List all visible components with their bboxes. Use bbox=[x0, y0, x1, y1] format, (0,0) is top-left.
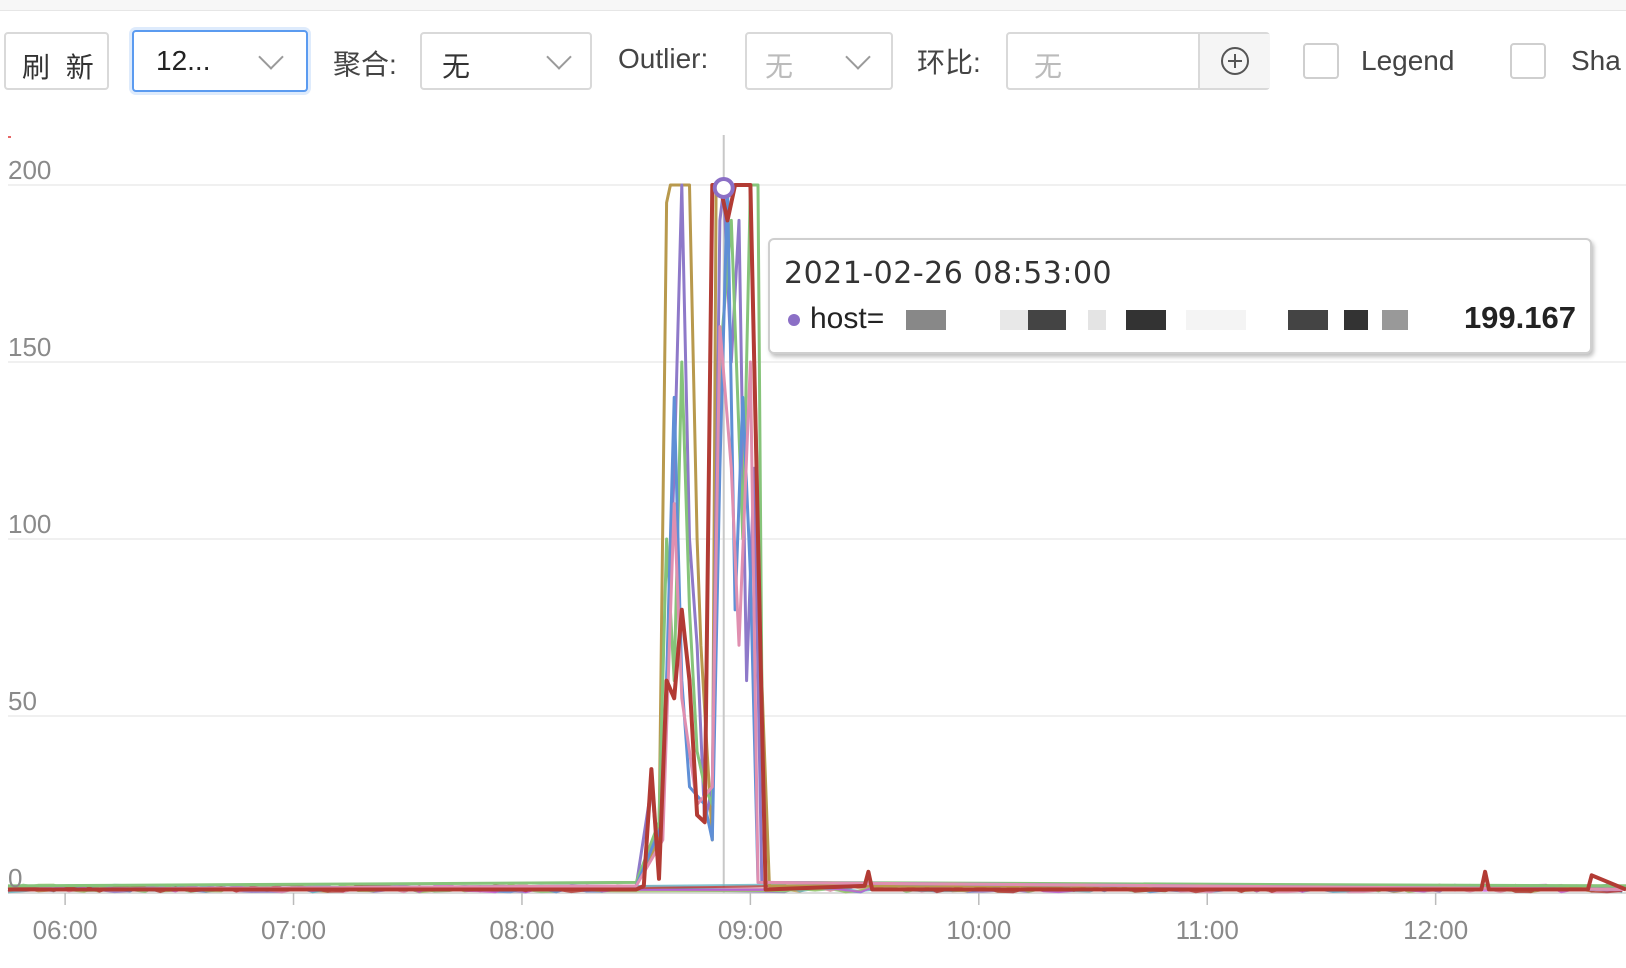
aggregate-value: 无 bbox=[442, 51, 471, 82]
legend-checkbox[interactable] bbox=[1303, 43, 1339, 79]
chart-series bbox=[7, 183, 1626, 894]
redacted-block bbox=[1028, 310, 1066, 330]
outlier-label: Outlier: bbox=[618, 43, 709, 74]
redacted-block bbox=[1126, 310, 1166, 330]
series-line-5 bbox=[8, 183, 1626, 892]
time-range-select[interactable]: 12... bbox=[132, 30, 308, 92]
tooltip-series-key: host= bbox=[810, 302, 885, 335]
x-tick-label: 07:00 bbox=[261, 915, 326, 945]
add-compare-button[interactable] bbox=[1198, 34, 1270, 88]
x-tick-label: 10:00 bbox=[946, 915, 1011, 945]
x-tick-label: 09:00 bbox=[718, 915, 783, 945]
chart-grid bbox=[8, 135, 1626, 894]
x-tick-label: 08:00 bbox=[489, 915, 554, 945]
y-tick-label: 50 bbox=[8, 686, 37, 716]
redacted-block bbox=[1288, 310, 1328, 330]
window-top-border bbox=[0, 0, 1626, 11]
redacted-block bbox=[1344, 310, 1368, 330]
y-tick-label: 0 bbox=[8, 863, 22, 893]
hover-point bbox=[712, 176, 735, 199]
tooltip-series-dot bbox=[788, 314, 800, 326]
x-tick-label: 11:00 bbox=[1176, 915, 1239, 945]
aggregate-label: 聚合: bbox=[333, 49, 397, 80]
share-checkbox[interactable] bbox=[1510, 43, 1546, 79]
redacted-block bbox=[1186, 310, 1246, 330]
redacted-block bbox=[906, 310, 946, 330]
redacted-block bbox=[1000, 310, 1030, 330]
time-range-value: 12... bbox=[156, 45, 211, 76]
redacted-block bbox=[1088, 310, 1106, 330]
chart-ticks: 200 150 100 50 0 06:00 07:00 08:00 09:00 10:00 11:… bbox=[8, 155, 1468, 945]
legend-label: Legend bbox=[1361, 45, 1455, 76]
x-tick-label: 06:00 bbox=[33, 915, 98, 945]
outlier-select[interactable]: 无 bbox=[745, 32, 893, 90]
outlier-value: 无 bbox=[765, 51, 794, 82]
chart-hover bbox=[712, 176, 735, 199]
chart-tooltip: 2021-02-26 08:53:00 host= 199.167 bbox=[768, 238, 1592, 354]
y-tick-label: 150 bbox=[8, 332, 51, 362]
series-line-2 bbox=[7, 183, 1626, 888]
share-label: Sha bbox=[1571, 45, 1621, 76]
tooltip-series-value: 199.167 bbox=[1463, 300, 1576, 335]
refresh-button-label: 刷 新 bbox=[22, 52, 98, 83]
compare-input[interactable]: 无 bbox=[1006, 32, 1270, 90]
refresh-button[interactable]: 刷 新 bbox=[4, 32, 109, 90]
tooltip-time: 2021-02-26 08:53:00 bbox=[784, 256, 1113, 291]
series-line-4 bbox=[7, 325, 1626, 891]
y-tick-label: 200 bbox=[8, 155, 51, 185]
y-tick-label: 100 bbox=[8, 509, 51, 539]
plus-circle-icon bbox=[1221, 47, 1249, 75]
redacted-block bbox=[1382, 310, 1408, 330]
compare-value: 无 bbox=[1034, 51, 1063, 82]
x-tick-label: 12:00 bbox=[1403, 915, 1468, 945]
compare-label: 环比: bbox=[917, 47, 981, 78]
aggregate-select[interactable]: 无 bbox=[420, 32, 592, 90]
